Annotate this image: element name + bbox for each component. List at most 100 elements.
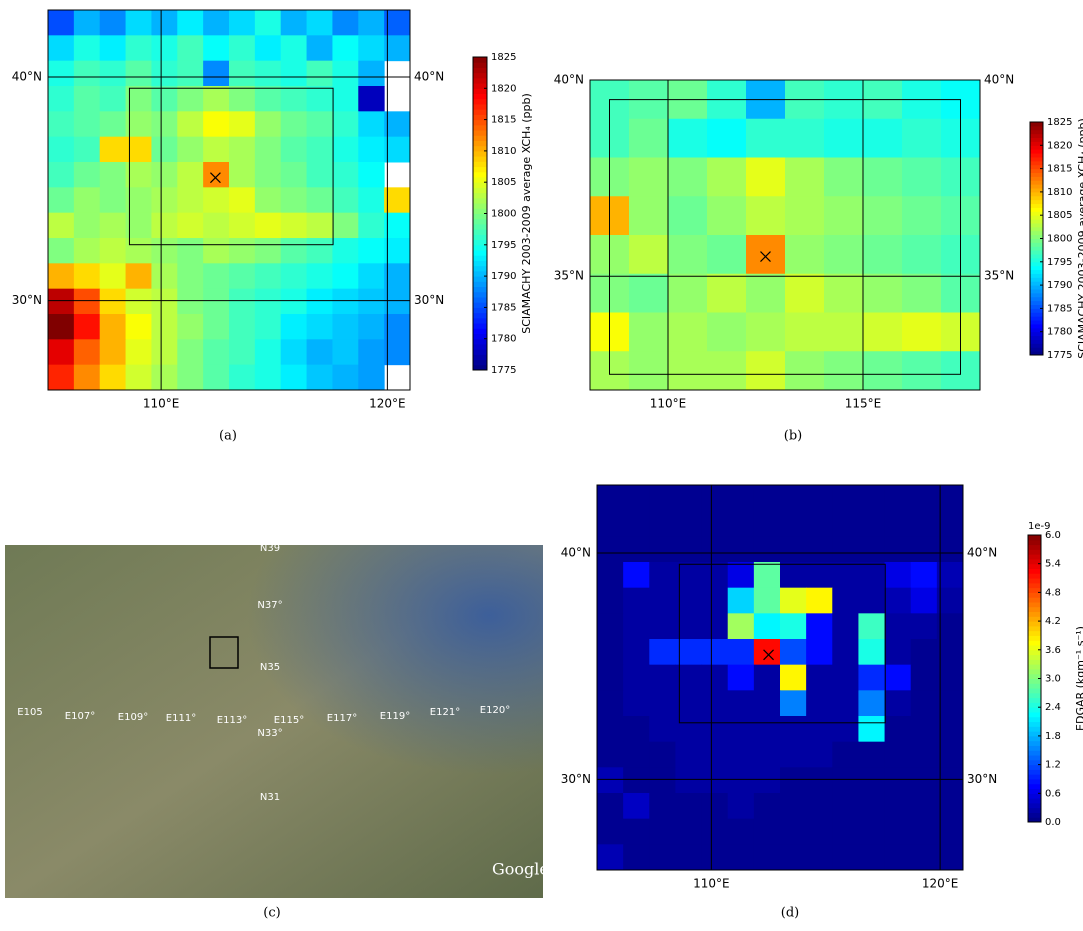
cell — [203, 162, 229, 188]
cell — [48, 10, 74, 36]
cell — [832, 562, 859, 588]
colorbar-step — [473, 120, 487, 126]
cell — [151, 86, 177, 112]
cell — [332, 365, 358, 391]
cell — [623, 767, 650, 793]
colorbar-step — [1030, 176, 1043, 180]
cell — [100, 339, 126, 365]
cell — [902, 313, 942, 352]
cell — [911, 536, 938, 562]
cell — [885, 562, 912, 588]
cell — [858, 613, 885, 639]
cell — [307, 314, 333, 340]
heatmap-panel: 110°E120°E30°N30°N40°N40°N0.00.61.21.82.… — [561, 485, 1083, 921]
cell — [858, 690, 885, 716]
cell — [151, 137, 177, 163]
cell — [858, 639, 885, 665]
colorbar-step — [1028, 784, 1041, 789]
cell — [649, 536, 676, 562]
colorbar-step — [1028, 779, 1041, 784]
cell — [358, 10, 384, 36]
cell — [597, 485, 624, 511]
cell — [780, 485, 807, 511]
cell — [858, 665, 885, 691]
cell — [229, 238, 255, 264]
colorbar-step — [1028, 535, 1041, 540]
colorbar-step — [1030, 134, 1043, 138]
cell — [74, 111, 100, 137]
cell — [780, 793, 807, 819]
colorbar-step — [1030, 293, 1043, 297]
cell — [806, 716, 833, 742]
cell — [806, 588, 833, 614]
colorbar-step — [1030, 254, 1043, 258]
colorbar-step — [473, 266, 487, 272]
colorbar-tick-label: 1805 — [1047, 210, 1072, 221]
cell — [177, 35, 203, 61]
colorbar-tick-label: 4.8 — [1045, 587, 1061, 598]
cell — [623, 742, 650, 768]
y-tick-label: 35°N — [554, 269, 584, 283]
cell — [281, 137, 307, 163]
colorbar-step — [1030, 250, 1043, 254]
cell — [885, 536, 912, 562]
colorbar-step — [473, 313, 487, 319]
cell — [754, 613, 781, 639]
cell — [885, 613, 912, 639]
colorbar-step — [1028, 765, 1041, 770]
cell — [780, 665, 807, 691]
cell — [863, 196, 903, 235]
x-tick-label: 120°E — [922, 877, 959, 891]
cell — [177, 263, 203, 289]
cell — [177, 137, 203, 163]
cell — [203, 111, 229, 137]
cell — [332, 162, 358, 188]
cell — [885, 588, 912, 614]
cell — [902, 235, 942, 274]
colorbar-step — [1028, 722, 1041, 727]
colorbar-step — [1030, 320, 1043, 324]
cell — [911, 742, 938, 768]
colorbar-step — [473, 234, 487, 240]
cell — [902, 274, 942, 313]
cell — [281, 111, 307, 137]
colorbar-step — [473, 292, 487, 298]
cell — [100, 263, 126, 289]
colorbar-step — [473, 328, 487, 334]
colorbar-tick-label: 5.4 — [1045, 559, 1061, 570]
cell — [597, 819, 624, 845]
cell — [858, 819, 885, 845]
cell — [649, 767, 676, 793]
colorbar-step — [1030, 239, 1043, 243]
colorbar-step — [1030, 242, 1043, 246]
cell — [203, 86, 229, 112]
cell — [74, 187, 100, 213]
colorbar-step — [1028, 798, 1041, 803]
cell — [806, 536, 833, 562]
cell — [629, 235, 669, 274]
cell — [177, 86, 203, 112]
cell — [384, 137, 410, 163]
cell — [937, 844, 964, 870]
cell — [229, 61, 255, 87]
colorbar-tick-label: 1820 — [491, 83, 516, 94]
cell — [597, 511, 624, 537]
cell — [358, 187, 384, 213]
cell — [702, 613, 729, 639]
cell — [649, 613, 676, 639]
colorbar-step — [1028, 612, 1041, 617]
colorbar-step — [1028, 693, 1041, 698]
colorbar-step — [473, 135, 487, 141]
cell — [702, 793, 729, 819]
y-tick-label-right: 30°N — [414, 293, 444, 307]
cell — [728, 639, 755, 665]
cell — [255, 213, 281, 239]
cell — [177, 111, 203, 137]
cell — [281, 238, 307, 264]
colorbar-tick-label: 1775 — [1047, 350, 1072, 361]
cell — [358, 111, 384, 137]
cell — [668, 274, 708, 313]
colorbar-step — [1030, 196, 1043, 200]
colorbar-step — [1028, 669, 1041, 674]
cell — [754, 562, 781, 588]
